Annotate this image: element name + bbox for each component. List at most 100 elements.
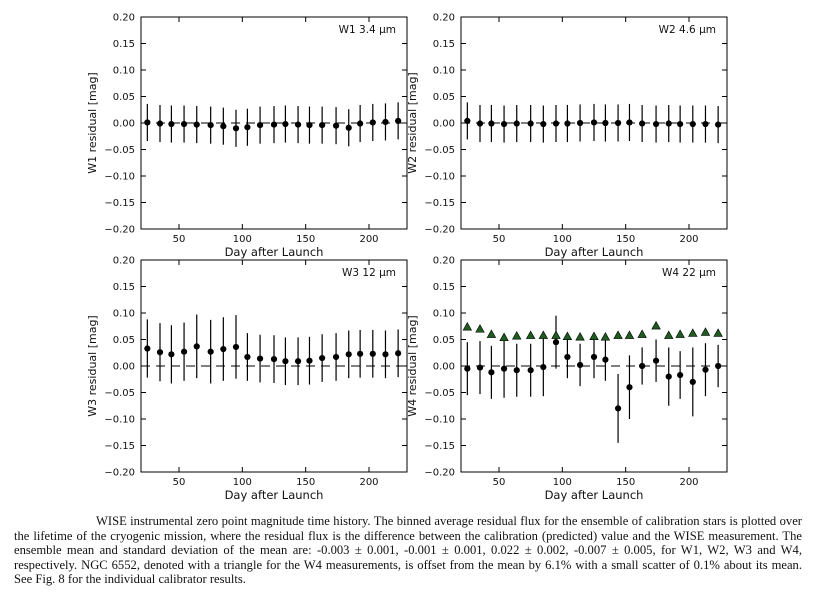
- w4-x-axis-label: Day after Launch: [545, 488, 644, 502]
- w4-ngc-6552-point: [525, 330, 536, 339]
- w3-ensemble-residual-point: [270, 356, 278, 363]
- w1-ensemble-residual-point: [244, 124, 251, 131]
- w1-ensemble-residual-point: [168, 120, 175, 128]
- w2-y-tick-label: −0.20: [424, 225, 455, 236]
- panel-w3: −0.20 −0.15 −0.10 −0.05 0.00 0.05 0.10 0.15 0.20…: [86, 256, 408, 502]
- w1-y-tick-label: −0.20: [104, 225, 135, 236]
- w3-x-tick-label: 200: [359, 477, 378, 488]
- w3-ensemble-residual-point: [332, 353, 340, 361]
- w4-ensemble-residual-point: [715, 362, 722, 370]
- w2-ensemble-residual-point: [677, 120, 684, 128]
- w4-ensemble-residual-point: [564, 353, 571, 361]
- w1-ensemble-residual-point: [256, 122, 264, 129]
- w4-ngc-6552-point: [551, 330, 561, 339]
- w1-ensemble-residual-point: [357, 120, 364, 127]
- w3-ensemble-residual-point: [220, 345, 227, 353]
- w3-y-tick-label: 0.00: [113, 362, 135, 373]
- w4-ensemble-residual-point: [590, 353, 598, 361]
- w4-ngc-6552-point: [499, 332, 509, 342]
- w3-x-tick-label: 150: [296, 477, 315, 488]
- w1-ensemble-residual-point: [144, 119, 151, 126]
- w4-ensemble-residual-point: [540, 363, 547, 371]
- w2-y-tick-label: 0.05: [433, 92, 455, 103]
- w1-ensemble-residual-point: [270, 121, 278, 128]
- w2-y-tick-label: 0.00: [433, 119, 455, 130]
- w4-ngc-6552-point: [713, 328, 723, 337]
- w2-ensemble-residual-point: [715, 121, 722, 128]
- w4-ngc-6552-point: [613, 330, 623, 339]
- w4-ngc-6552-point: [475, 324, 485, 333]
- w3-ensemble-residual-point: [294, 358, 302, 365]
- w1-x-tick-label: 100: [233, 234, 252, 245]
- w1-ensemble-residual-point: [193, 121, 200, 128]
- w4-x-tick-label: 100: [553, 477, 572, 488]
- w3-ensemble-residual-point: [232, 343, 240, 351]
- w1-y-tick-label: 0.10: [113, 66, 135, 77]
- w2-ensemble-residual-point: [626, 119, 633, 126]
- w1-ensemble-residual-point: [156, 120, 164, 127]
- w3-ensemble-residual-point: [395, 350, 402, 357]
- w2-ensemble-residual-point: [702, 120, 709, 128]
- w4-y-tick-label: −0.20: [424, 468, 455, 479]
- w3-ensemble-residual-point: [357, 350, 364, 357]
- w4-ngc-6552-point: [562, 331, 573, 340]
- w2-ensemble-residual-point: [614, 119, 622, 127]
- w3-ensemble-residual-point: [382, 351, 389, 358]
- w4-ngc-6552-point: [600, 332, 611, 341]
- w4-y-tick-label: −0.10: [424, 415, 455, 426]
- w4-ngc-6552-point: [651, 320, 661, 330]
- panel-w1: −0.20 −0.15 −0.10 −0.05 0.00 0.05 0.10 0.15 0.20…: [86, 13, 408, 259]
- w3-ensemble-residual-point: [282, 358, 289, 365]
- w4-ensemble-residual-point: [652, 357, 660, 364]
- w2-y-tick-label: −0.05: [424, 145, 455, 156]
- w4-ngc-6552-point: [624, 330, 635, 339]
- w3-y-tick-label: −0.05: [104, 388, 135, 399]
- w4-ensemble-residual-point: [702, 366, 709, 373]
- figure-canvas: −0.20 −0.15 −0.10 −0.05 0.00 0.05 0.10 0.15 0.20…: [86, 13, 728, 502]
- w4-ngc-6552-point: [512, 330, 522, 340]
- w1-ensemble-residual-point: [382, 118, 389, 126]
- w4-ngc-6552-point: [538, 330, 549, 339]
- w3-ensemble-residual-point: [369, 350, 376, 357]
- w3-y-tick-label: 0.15: [113, 282, 135, 293]
- w4-ensemble-residual-point: [602, 356, 609, 363]
- w3-y-tick-label: −0.15: [104, 441, 135, 452]
- w3-x-axis-label: Day after Launch: [225, 488, 324, 502]
- w1-y-tick-label: 0.20: [113, 13, 135, 24]
- w2-ensemble-residual-point: [527, 120, 534, 127]
- w3-ensemble-residual-point: [144, 345, 151, 352]
- w4-ngc-6552-point: [462, 321, 473, 331]
- w4-y-tick-label: 0.15: [433, 282, 455, 293]
- w2-x-tick-label: 100: [553, 234, 572, 245]
- w4-ensemble-residual-point: [665, 373, 672, 380]
- w1-y-tick-label: −0.05: [104, 145, 135, 156]
- w1-ensemble-residual-point: [319, 122, 326, 129]
- w3-ensemble-residual-point: [306, 357, 313, 364]
- w4-ngc-6552-point: [664, 330, 674, 339]
- w2-x-tick-label: 200: [679, 234, 698, 245]
- w2-x-tick-label: 50: [493, 234, 506, 245]
- w4-ensemble-residual-point: [488, 369, 495, 376]
- w4-ngc-6552-point: [688, 328, 698, 337]
- w2-ensemble-residual-point: [689, 120, 696, 128]
- w2-ensemble-residual-point: [652, 120, 660, 128]
- w2-ensemble-residual-point: [464, 117, 471, 124]
- w2-y-tick-label: 0.20: [433, 13, 455, 24]
- w1-ensemble-residual-point: [395, 117, 402, 124]
- w4-ensemble-residual-point: [552, 339, 560, 346]
- w4-y-tick-label: 0.00: [433, 362, 455, 373]
- w2-y-tick-label: 0.15: [433, 39, 455, 50]
- w4-x-tick-label: 150: [616, 477, 635, 488]
- w3-y-tick-label: 0.20: [113, 256, 135, 267]
- w1-ensemble-residual-point: [345, 124, 352, 131]
- w4-y-tick-label: 0.10: [433, 309, 455, 320]
- w1-ensemble-residual-point: [232, 125, 240, 132]
- w4-ensemble-residual-point: [614, 405, 622, 412]
- w4-ensemble-residual-point: [527, 367, 534, 374]
- w4-ngc-6552-point: [700, 327, 711, 336]
- w2-ensemble-residual-point: [665, 120, 672, 127]
- w4-ensemble-residual-point: [513, 367, 520, 374]
- w2-ensemble-residual-point: [590, 119, 598, 126]
- panel-w4: −0.20 −0.15 −0.10 −0.05 0.00 0.05 0.10 0.15 0.20…: [406, 256, 728, 502]
- w2-ensemble-residual-point: [576, 119, 584, 127]
